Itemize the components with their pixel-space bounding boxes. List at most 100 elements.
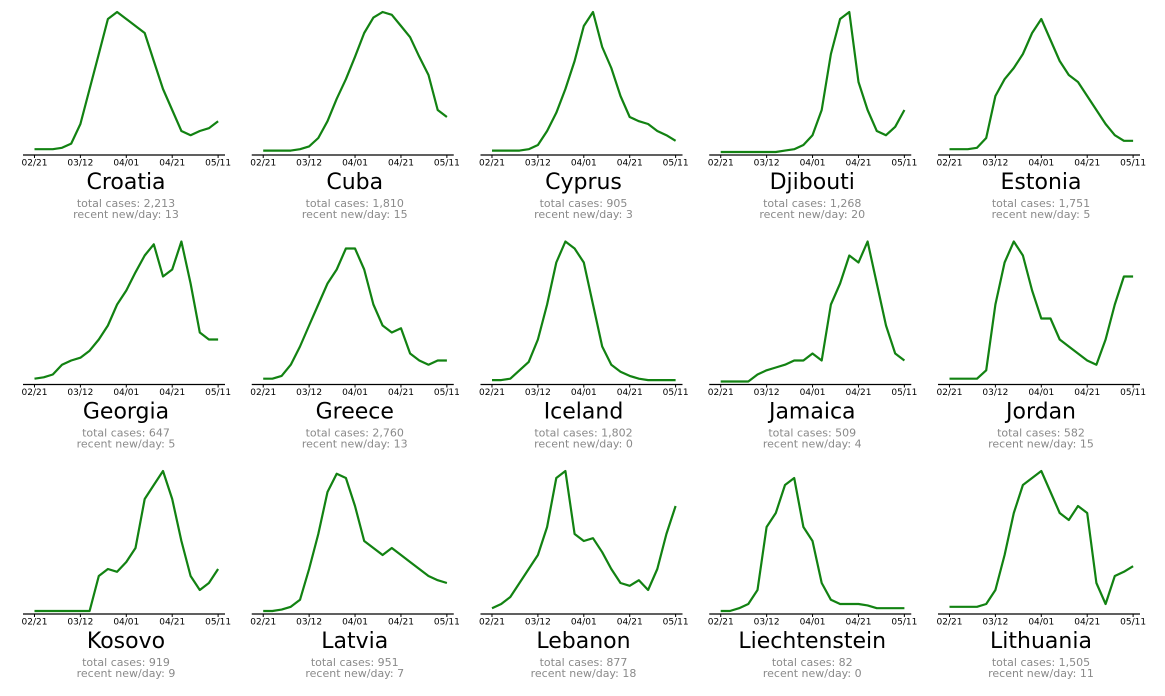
x-tick-label: 04/01 bbox=[1028, 388, 1054, 398]
annotation: recent new/day: 9 bbox=[77, 667, 176, 680]
x-tick-label: 05/11 bbox=[663, 618, 689, 628]
x-tick-label: 02/21 bbox=[22, 159, 48, 169]
line bbox=[263, 247, 447, 380]
x-tick-label: 04/21 bbox=[617, 388, 643, 398]
x-tick-label: 04/21 bbox=[617, 159, 643, 169]
x-tick-label: 04/21 bbox=[1074, 159, 1100, 169]
annotation: total cases: 951 bbox=[311, 656, 399, 669]
x-tick-label: 04/21 bbox=[617, 618, 643, 628]
panel-title: Lithuania bbox=[990, 629, 1092, 654]
annotation: total cases: 1,505 bbox=[992, 656, 1090, 669]
x-tick-label: 02/21 bbox=[708, 388, 734, 398]
x-tick-label: 05/11 bbox=[663, 388, 689, 398]
line bbox=[263, 472, 448, 613]
annotation: total cases: 2,213 bbox=[77, 197, 175, 210]
x-tick-label: 04/01 bbox=[571, 618, 597, 628]
panel-title: Iceland bbox=[544, 400, 624, 425]
annotation: total cases: 509 bbox=[768, 427, 856, 440]
line bbox=[34, 469, 220, 613]
annotation: total cases: 877 bbox=[540, 656, 628, 669]
x-tick-label: 03/12 bbox=[67, 159, 93, 169]
x-tick-label: 04/01 bbox=[342, 618, 368, 628]
x-tick-label: 03/12 bbox=[296, 618, 322, 628]
line bbox=[34, 240, 219, 380]
x-tick-label: 04/01 bbox=[342, 388, 368, 398]
line bbox=[720, 10, 906, 154]
x-tick-label: 04/01 bbox=[1028, 159, 1054, 169]
x-tick-label: 04/01 bbox=[571, 388, 597, 398]
annotation: total cases: 1,751 bbox=[992, 197, 1090, 210]
panel-title: Georgia bbox=[83, 400, 169, 425]
x-tick-label: 05/11 bbox=[663, 159, 689, 169]
panel-title: Croatia bbox=[86, 170, 165, 195]
x-tick-label: 05/11 bbox=[434, 388, 460, 398]
x-tick-label: 03/12 bbox=[525, 159, 551, 169]
annotation: total cases: 1,810 bbox=[306, 197, 404, 210]
annotation: recent new/day: 3 bbox=[534, 208, 633, 221]
panel-title: Cyprus bbox=[545, 170, 622, 195]
annotation: recent new/day: 15 bbox=[302, 208, 408, 221]
x-tick-label: 05/11 bbox=[434, 159, 460, 169]
annotation: recent new/day: 15 bbox=[988, 438, 1094, 451]
annotation: total cases: 905 bbox=[540, 197, 628, 210]
x-tick-label: 04/01 bbox=[342, 159, 368, 169]
annotation: recent new/day: 5 bbox=[77, 438, 176, 451]
x-tick-label: 05/11 bbox=[205, 618, 231, 628]
line bbox=[34, 10, 219, 151]
x-tick-label: 03/12 bbox=[67, 618, 93, 628]
x-tick-label: 05/11 bbox=[205, 388, 231, 398]
x-tick-label: 04/21 bbox=[1074, 618, 1100, 628]
line bbox=[949, 17, 1134, 151]
x-tick-label: 03/12 bbox=[67, 388, 93, 398]
x-tick-label: 03/12 bbox=[754, 159, 780, 169]
x-tick-label: 04/01 bbox=[1028, 618, 1054, 628]
annotation: recent new/day: 13 bbox=[73, 208, 179, 221]
x-tick-label: 02/21 bbox=[250, 159, 276, 169]
line bbox=[492, 240, 676, 382]
line bbox=[720, 240, 906, 383]
x-tick-label: 04/21 bbox=[388, 159, 414, 169]
x-tick-label: 04/21 bbox=[159, 618, 185, 628]
line bbox=[720, 476, 905, 613]
line bbox=[949, 469, 1134, 608]
annotation: recent new/day: 0 bbox=[534, 438, 633, 451]
line bbox=[263, 10, 448, 152]
x-tick-label: 05/11 bbox=[205, 159, 231, 169]
panel-title: Kosovo bbox=[87, 629, 165, 654]
x-tick-label: 05/11 bbox=[891, 388, 917, 398]
panel-title: Lebanon bbox=[536, 629, 630, 654]
x-tick-label: 02/21 bbox=[937, 388, 963, 398]
x-tick-label: 04/21 bbox=[1074, 388, 1100, 398]
line bbox=[491, 469, 677, 610]
x-tick-label: 02/21 bbox=[250, 388, 276, 398]
x-tick-label: 02/21 bbox=[479, 618, 505, 628]
x-tick-label: 04/21 bbox=[845, 388, 871, 398]
x-tick-label: 03/12 bbox=[982, 618, 1008, 628]
x-tick-label: 04/01 bbox=[800, 388, 826, 398]
x-tick-label: 02/21 bbox=[22, 388, 48, 398]
panel-title: Liechtenstein bbox=[738, 629, 886, 654]
annotation: recent new/day: 18 bbox=[531, 667, 637, 680]
annotation: total cases: 582 bbox=[997, 427, 1085, 440]
annotation: total cases: 919 bbox=[82, 656, 170, 669]
x-tick-label: 05/11 bbox=[434, 618, 460, 628]
line bbox=[949, 240, 1134, 380]
line bbox=[492, 10, 677, 152]
panel-title: Jamaica bbox=[767, 400, 856, 425]
x-tick-label: 04/01 bbox=[800, 618, 826, 628]
annotation: total cases: 1,268 bbox=[763, 197, 861, 210]
x-tick-label: 04/21 bbox=[845, 159, 871, 169]
panel-title: Estonia bbox=[1001, 170, 1082, 195]
x-tick-label: 03/12 bbox=[525, 618, 551, 628]
annotation: total cases: 1,802 bbox=[534, 427, 632, 440]
x-tick-label: 04/21 bbox=[388, 618, 414, 628]
x-tick-label: 03/12 bbox=[296, 388, 322, 398]
x-tick-label: 05/11 bbox=[1120, 618, 1146, 628]
x-tick-label: 03/12 bbox=[296, 159, 322, 169]
x-tick-label: 02/21 bbox=[937, 159, 963, 169]
annotation: recent new/day: 11 bbox=[988, 667, 1094, 680]
annotation: total cases: 647 bbox=[82, 427, 170, 440]
x-tick-label: 04/01 bbox=[571, 159, 597, 169]
x-tick-label: 04/01 bbox=[113, 159, 139, 169]
x-tick-label: 05/11 bbox=[1120, 159, 1146, 169]
